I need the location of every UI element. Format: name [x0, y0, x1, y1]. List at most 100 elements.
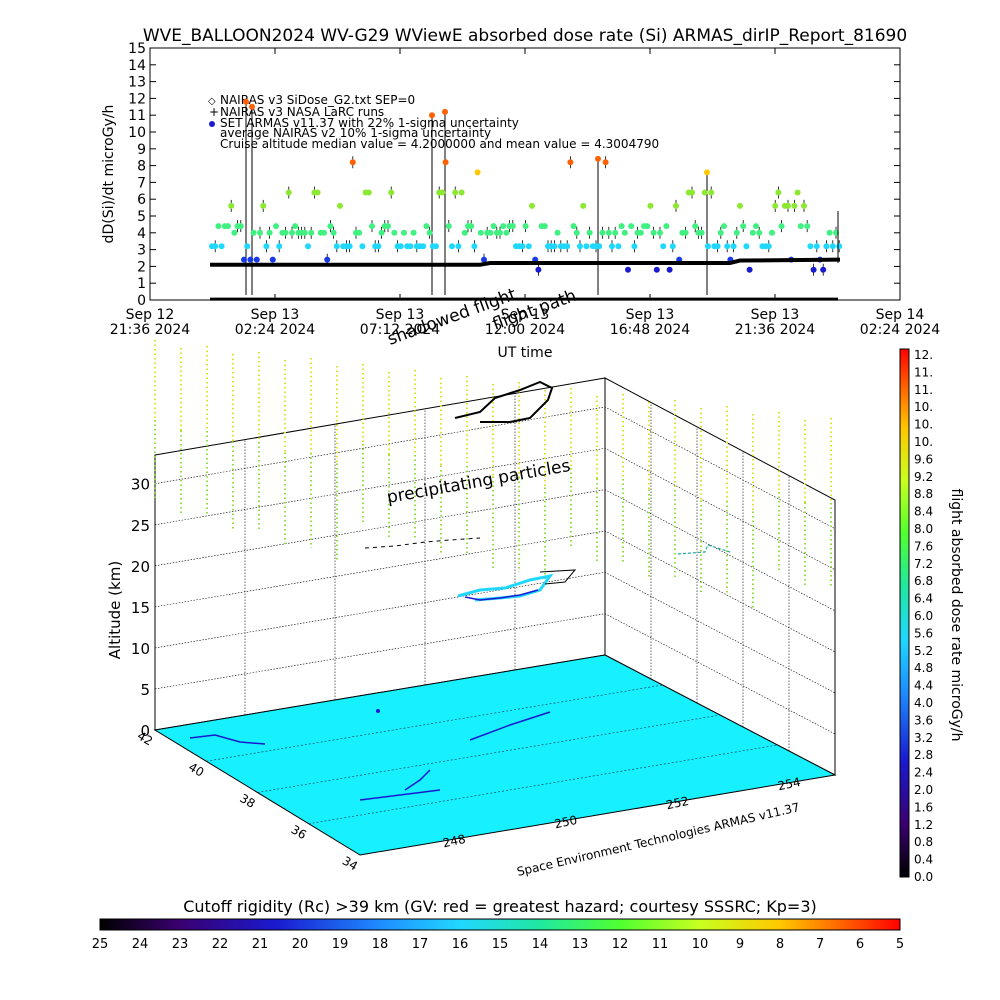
- altitude-tick-label: 25: [131, 517, 150, 535]
- x-tick-label-time: 21:36 2024: [110, 322, 191, 338]
- data-point: [458, 189, 465, 196]
- data-point: [522, 223, 529, 230]
- x-tick-label-day: Sep 12: [126, 307, 175, 323]
- data-point: [535, 266, 542, 273]
- altitude-tick-label: 5: [140, 681, 150, 699]
- y-tick-label: 8: [137, 159, 146, 175]
- rigidity-colorbar-tick-label: 11: [652, 937, 669, 952]
- data-point: [487, 229, 494, 236]
- data-point: [663, 223, 670, 230]
- rigidity-colorbar-tick-label: 21: [252, 937, 269, 952]
- data-point: [369, 223, 375, 230]
- data-point: [631, 243, 638, 250]
- legend-marker-diamond: ◇: [208, 96, 216, 107]
- data-point: [785, 202, 791, 209]
- data-point: [749, 229, 756, 236]
- x-tick-label-time: 02:24 2024: [235, 322, 316, 338]
- data-point: [266, 229, 273, 236]
- dose-colorbar-tick-label: 3.2: [914, 731, 933, 745]
- rigidity-colorbar: [99, 918, 901, 931]
- data-point: [410, 229, 417, 236]
- x-tick-label-day: Sep 13: [626, 307, 675, 323]
- x-tick-label-time: 12:00 2024: [485, 322, 566, 338]
- data-point: [612, 229, 619, 236]
- data-point: [346, 243, 353, 250]
- data-point: [215, 223, 222, 230]
- data-point: [813, 243, 820, 250]
- data-point: [753, 223, 759, 230]
- data-point: [260, 202, 267, 209]
- x-tick-label-time: 16:48 2024: [610, 322, 691, 338]
- dose-colorbar-tick-label: 10.: [914, 418, 933, 432]
- data-point: [500, 223, 507, 230]
- dose-colorbar-tick-label: 0.8: [914, 835, 933, 849]
- data-point: [628, 223, 635, 230]
- data-point: [599, 229, 606, 236]
- 3d-grid-lines: [154, 393, 836, 751]
- data-point: [625, 266, 631, 273]
- flight-path-top: [454, 380, 554, 423]
- precipitating-particle-curtains: [154, 340, 832, 609]
- rigidity-colorbar-ticks: 25 24 23 22 21 20 19 18 17 16 15 14 13 12 11 10 9 8 7 6 5: [92, 937, 904, 952]
- data-point: [243, 98, 249, 105]
- data-point: [704, 169, 710, 176]
- data-point: [503, 229, 510, 236]
- altitude-tick-label: 20: [131, 558, 150, 576]
- data-point: [273, 223, 279, 230]
- dose-colorbar: [899, 348, 910, 878]
- floor-grid-line: [206, 684, 663, 762]
- data-point: [577, 243, 583, 250]
- data-point: [442, 108, 448, 115]
- data-point: [397, 243, 404, 250]
- longitude-tick-label: 248: [442, 832, 467, 850]
- data-point: [249, 103, 255, 110]
- data-point: [375, 243, 382, 250]
- dose-colorbar-tick-label: 7.2: [914, 557, 933, 571]
- data-point: [769, 229, 775, 236]
- data-point: [244, 243, 251, 250]
- data-point: [564, 243, 571, 250]
- data-point: [442, 159, 449, 166]
- data-point: [810, 266, 817, 273]
- map-contour: [189, 734, 266, 745]
- data-point: [705, 243, 711, 250]
- nairas-model-line: [210, 210, 841, 301]
- grid-line: [154, 406, 836, 529]
- y-tick-label: 11: [128, 108, 146, 124]
- data-point: [388, 189, 395, 196]
- altitude-axis-label: Altitude (km): [106, 561, 124, 659]
- data-point: [237, 223, 244, 230]
- data-point: [647, 202, 654, 209]
- dose-colorbar-tick-label: 1.2: [914, 818, 933, 832]
- data-point: [314, 189, 321, 196]
- data-point: [385, 223, 391, 230]
- data-point: [330, 229, 337, 236]
- rigidity-colorbar-tick-label: 15: [492, 937, 509, 952]
- x-tick-label-day: Sep 13: [251, 307, 300, 323]
- rigidity-colorbar-tick-label: 10: [692, 937, 709, 952]
- data-point: [481, 256, 487, 263]
- y-tick-label: 7: [137, 175, 146, 191]
- data-point: [401, 229, 407, 236]
- dose-colorbar-tick-label: 9.2: [914, 470, 933, 484]
- chart-title: WVE_BALLOON2024 WV-G29 WViewE absorbed d…: [143, 26, 907, 46]
- flight-path-mid-edge: [464, 589, 539, 601]
- data-point: [602, 159, 609, 166]
- data-point: [570, 223, 577, 230]
- rigidity-colorbar-tick-label: 19: [332, 937, 349, 952]
- grid-line: [154, 447, 836, 571]
- dose-colorbar-tick-label: 11.: [914, 365, 933, 379]
- altitude-tick-label: 15: [131, 599, 150, 617]
- data-point: [449, 243, 455, 250]
- data-point: [743, 243, 750, 250]
- data-point: [225, 223, 231, 230]
- latitude-tick-label: 42: [135, 729, 155, 749]
- dose-colorbar-tick-label: 11.: [914, 383, 933, 397]
- dose-colorbar-label: flight absorbed dose rate microGy/h: [948, 489, 964, 742]
- data-point: [653, 266, 660, 273]
- y-tick-label: 13: [128, 75, 146, 91]
- data-point: [231, 229, 238, 236]
- y-tick-label: 1: [137, 276, 146, 292]
- dose-colorbar-tick-label: 8.4: [914, 505, 933, 519]
